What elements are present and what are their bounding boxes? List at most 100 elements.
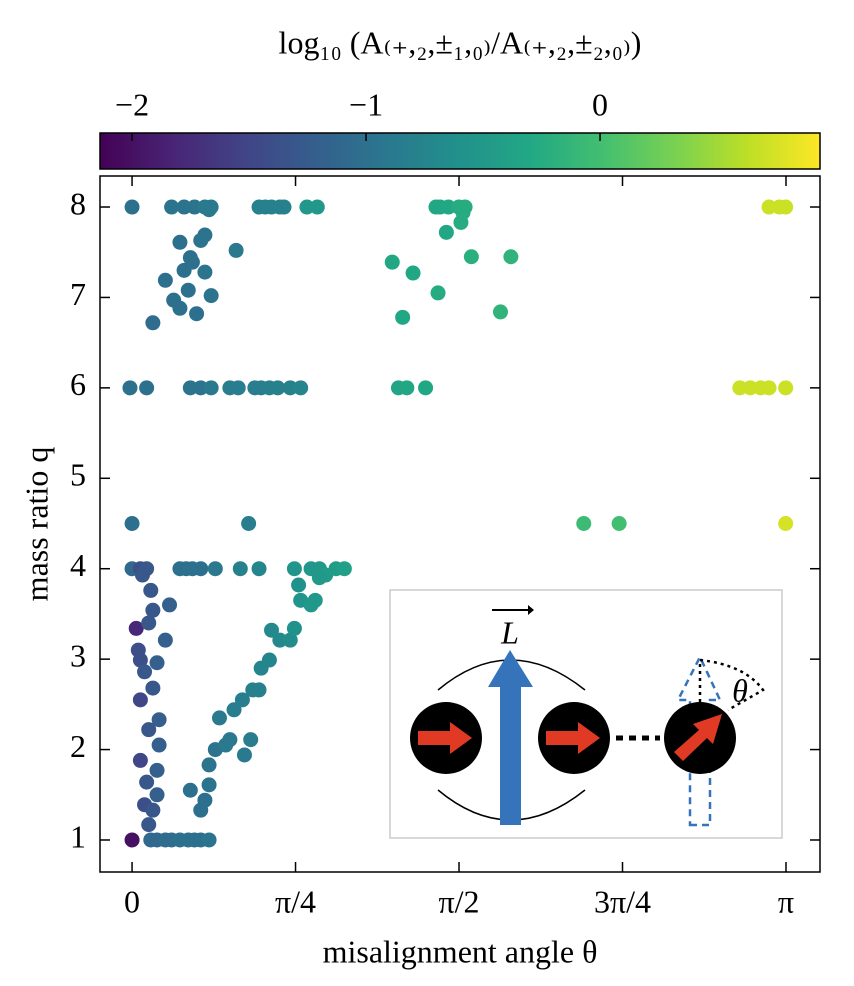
point <box>761 380 777 396</box>
point <box>201 777 217 793</box>
colorbar-title: log₁₀ (A₍₊,₂,±₁,₀₎/A₍₊,₂,±₂,₀₎) <box>279 24 642 60</box>
spin-arrow <box>418 722 472 754</box>
point <box>145 602 161 618</box>
plot-frame <box>99 175 821 873</box>
point <box>234 692 250 708</box>
point <box>180 282 196 298</box>
point <box>399 380 415 396</box>
point <box>193 561 209 577</box>
point <box>141 615 157 631</box>
point <box>251 682 267 698</box>
l-arrow <box>500 685 521 825</box>
inset: L θ <box>389 589 783 839</box>
point <box>151 737 167 753</box>
point <box>203 288 219 304</box>
point <box>732 380 748 396</box>
x-tick-label: π/4 <box>275 883 316 919</box>
colorbar <box>99 132 821 170</box>
point <box>251 561 267 577</box>
point <box>122 380 138 396</box>
colorbar-tick-label: −2 <box>115 86 149 122</box>
x-axis-label: misalignment angle θ <box>323 933 598 969</box>
point <box>576 516 592 532</box>
y-tick-label: 4 <box>70 547 86 583</box>
spin-arrow <box>546 722 600 754</box>
point <box>172 234 188 250</box>
point <box>307 592 323 608</box>
point <box>157 272 173 288</box>
point <box>241 516 257 532</box>
point <box>207 561 223 577</box>
point <box>418 380 434 396</box>
point <box>336 561 352 577</box>
point <box>203 380 219 396</box>
point <box>293 380 309 396</box>
l-arrowhead <box>488 650 533 687</box>
point <box>778 516 794 532</box>
point <box>778 380 794 396</box>
point <box>132 692 148 708</box>
point <box>611 516 627 532</box>
vector-bar-head <box>528 605 534 615</box>
point <box>137 664 153 680</box>
point <box>157 632 173 648</box>
point <box>286 561 302 577</box>
point <box>164 199 180 215</box>
point <box>149 787 165 803</box>
y-tick-label: 8 <box>70 185 86 221</box>
y-tick-label: 2 <box>70 728 86 764</box>
point <box>132 652 148 668</box>
x-tick-label: 3π/4 <box>594 883 651 919</box>
point <box>182 380 198 396</box>
point <box>384 254 400 270</box>
point <box>272 632 288 648</box>
point <box>197 264 213 280</box>
point <box>145 802 161 818</box>
y-tick-label: 7 <box>70 276 86 312</box>
point <box>149 655 165 671</box>
point <box>778 199 794 215</box>
point <box>128 620 144 636</box>
points <box>122 199 794 848</box>
point <box>149 762 165 778</box>
point <box>222 732 238 748</box>
point <box>291 577 307 593</box>
point <box>282 632 298 648</box>
point <box>201 832 217 848</box>
y-tick-label: 1 <box>70 818 86 854</box>
y-tick-label: 3 <box>70 637 86 673</box>
colorbar-tick-label: 0 <box>592 86 608 122</box>
point <box>264 622 280 638</box>
point <box>243 732 259 748</box>
point <box>405 265 421 281</box>
point <box>145 680 161 696</box>
point <box>438 224 454 240</box>
point <box>286 620 302 636</box>
point <box>492 304 508 320</box>
point <box>228 242 244 258</box>
point <box>197 227 213 243</box>
point <box>232 561 248 577</box>
point <box>132 752 148 768</box>
point <box>201 202 217 218</box>
x-tick-label: π <box>778 883 794 919</box>
point <box>143 582 159 598</box>
x-tick-label: 0 <box>124 883 140 919</box>
point <box>141 722 157 738</box>
point <box>309 199 325 215</box>
point <box>189 306 205 322</box>
angle-label: θ <box>732 672 748 708</box>
point <box>134 567 150 583</box>
point <box>503 249 519 265</box>
y-axis-label: mass ratio q <box>18 447 54 602</box>
l-ghost <box>675 654 722 827</box>
point <box>395 309 411 325</box>
point <box>139 774 155 790</box>
point <box>187 199 203 215</box>
point <box>276 199 292 215</box>
colorbar-tick-label: −1 <box>349 86 383 122</box>
point <box>440 199 456 215</box>
point <box>270 380 286 396</box>
point <box>211 710 227 726</box>
point <box>172 300 188 316</box>
